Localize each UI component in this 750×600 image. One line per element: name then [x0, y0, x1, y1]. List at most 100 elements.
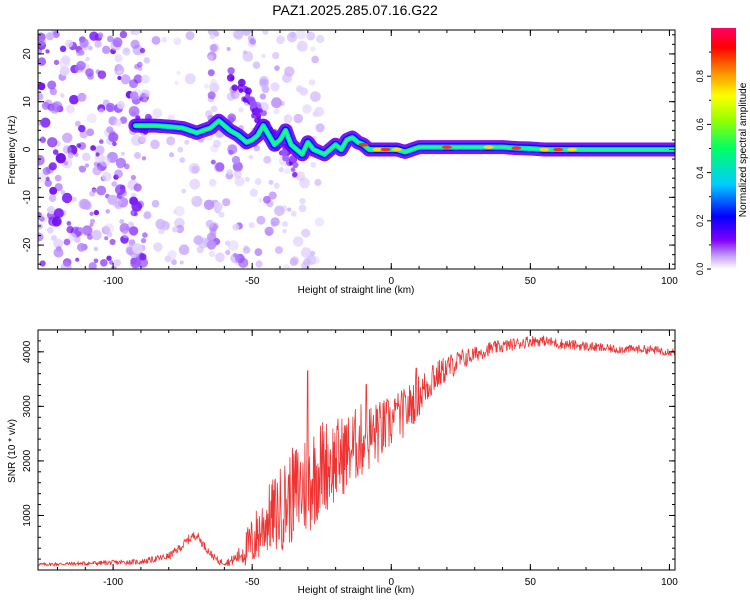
- colorbar: 0.0 0.2 0.4 0.6 0.8 Normalized spectral ampl…: [695, 28, 749, 275]
- noise-blob: [248, 154, 254, 160]
- x-tick-label: 0: [388, 577, 394, 588]
- noise-blob: [67, 152, 74, 159]
- noise-blob: [115, 184, 126, 195]
- noise-blob: [52, 149, 59, 155]
- snr-y-axis: 1000 2000 3000 4000: [22, 329, 675, 560]
- noise-blob: [299, 197, 306, 205]
- noise-blob: [133, 212, 139, 217]
- noise-blob: [66, 221, 72, 226]
- ridge-hotspot: [391, 147, 402, 152]
- noise-blob: [185, 31, 195, 41]
- noise-blob: [62, 132, 73, 143]
- noise-blob: [66, 225, 74, 234]
- noise-blob: [213, 139, 221, 148]
- streak-blob: [238, 88, 244, 93]
- noise-blob: [78, 124, 86, 133]
- noise-blob: [92, 166, 102, 176]
- noise-blob: [283, 264, 290, 269]
- noise-blob: [62, 258, 72, 267]
- ridge-hotspot: [441, 145, 452, 149]
- noise-blob: [76, 60, 86, 71]
- noise-blob: [38, 211, 43, 220]
- streak-blob: [254, 108, 261, 116]
- y-tick-label: 1000: [22, 504, 33, 527]
- noise-blob: [109, 238, 116, 246]
- noise-blob: [101, 171, 112, 182]
- noise-blob: [89, 218, 96, 224]
- noise-blob: [47, 226, 54, 234]
- noise-blob: [104, 236, 109, 241]
- noise-blob: [122, 47, 131, 56]
- noise-blob: [60, 190, 66, 195]
- noise-blob: [78, 165, 83, 171]
- noise-blob: [176, 70, 181, 75]
- noise-blob: [76, 242, 86, 252]
- noise-blob: [137, 61, 143, 68]
- noise-blob: [191, 165, 200, 174]
- noise-blob: [111, 181, 118, 187]
- noise-blob: [119, 219, 125, 225]
- y-tick-label: 3000: [22, 395, 33, 418]
- noise-blob: [59, 45, 67, 52]
- noise-blob: [142, 97, 148, 103]
- noise-blob: [117, 75, 122, 81]
- noise-blob: [134, 152, 141, 159]
- noise-blob: [130, 30, 141, 36]
- noise-blob: [85, 68, 94, 77]
- noise-blob: [121, 229, 131, 239]
- noise-blob: [308, 79, 316, 86]
- noise-blob: [79, 165, 86, 173]
- noise-blob: [99, 139, 104, 144]
- noise-blob: [268, 179, 274, 185]
- noise-blob: [204, 83, 209, 89]
- noise-blob: [123, 163, 130, 170]
- noise-blob: [181, 188, 187, 194]
- noise-blob: [109, 260, 114, 265]
- noise-blob: [50, 235, 57, 241]
- noise-blob: [128, 221, 134, 228]
- noise-blob: [298, 204, 307, 213]
- noise-blob: [47, 137, 58, 148]
- y-tick-label: 0: [22, 146, 33, 152]
- noise-blob: [249, 38, 256, 45]
- noise-blob: [78, 49, 85, 56]
- noise-blob: [77, 92, 87, 102]
- noise-blob: [315, 123, 325, 133]
- noise-blob: [262, 30, 269, 35]
- noise-blob: [88, 45, 93, 51]
- ridge-hotspot: [483, 145, 494, 149]
- streak-blob: [290, 167, 296, 173]
- noise-blob: [282, 221, 288, 227]
- noise-blob: [144, 90, 151, 97]
- noise-blob: [261, 85, 270, 94]
- noise-blob: [76, 143, 82, 149]
- noise-blob: [100, 259, 108, 267]
- noise-blob: [310, 91, 321, 102]
- noise-blob: [242, 51, 254, 62]
- noise-blob: [46, 32, 54, 41]
- noise-blob: [233, 30, 244, 40]
- noise-blob: [114, 201, 123, 210]
- noise-blob: [150, 139, 160, 150]
- noise-blob: [306, 31, 316, 41]
- spectrogram-y-label: Frequency (Hz): [7, 116, 18, 185]
- noise-blob: [184, 139, 190, 145]
- noise-blob: [273, 108, 280, 115]
- noise-blob: [230, 253, 241, 264]
- noise-blob: [209, 228, 217, 236]
- noise-blob: [78, 227, 83, 232]
- noise-blob: [49, 87, 57, 96]
- noise-blob: [51, 216, 62, 227]
- noise-blob: [133, 74, 143, 84]
- noise-blob: [314, 178, 322, 187]
- noise-blob: [69, 94, 79, 105]
- noise-blob: [62, 145, 72, 155]
- noise-blob: [193, 235, 204, 246]
- noise-blob: [310, 250, 316, 256]
- noise-blob: [53, 208, 64, 219]
- noise-blob: [295, 171, 306, 182]
- snr-series-line: [38, 335, 675, 568]
- noise-blob: [215, 162, 225, 172]
- noise-blob: [47, 206, 56, 215]
- noise-blob: [232, 161, 243, 172]
